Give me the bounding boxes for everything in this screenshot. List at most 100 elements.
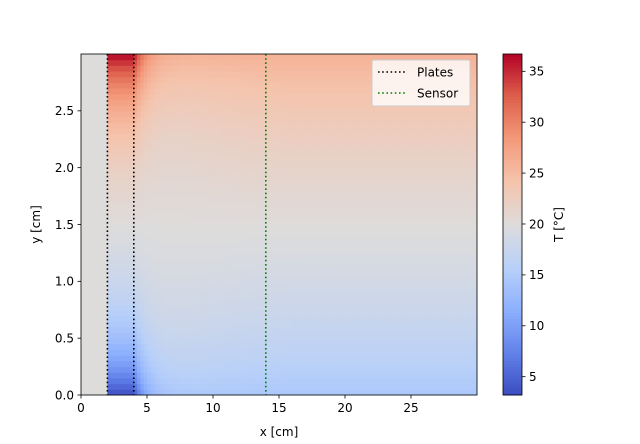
heatmap-cell bbox=[120, 383, 125, 390]
heatmap-cell bbox=[203, 372, 207, 379]
heatmap-cell bbox=[321, 343, 326, 351]
heatmap-cell bbox=[305, 360, 310, 368]
heatmap-cell bbox=[295, 167, 300, 174]
heatmap-cell bbox=[226, 173, 230, 180]
heatmap-cell bbox=[255, 173, 260, 180]
heatmap-cell bbox=[133, 167, 138, 174]
heatmap-cell bbox=[292, 377, 296, 385]
heatmap-cell bbox=[341, 360, 346, 368]
heatmap-cell bbox=[246, 218, 250, 225]
heatmap-cell bbox=[94, 218, 98, 225]
heatmap-cell bbox=[269, 161, 273, 169]
heatmap-cell bbox=[84, 184, 89, 191]
heatmap-cell bbox=[213, 201, 217, 208]
heatmap-cell bbox=[160, 304, 164, 311]
heatmap-cell bbox=[104, 349, 108, 356]
heatmap-cell bbox=[87, 372, 92, 379]
heatmap-cell bbox=[127, 150, 131, 157]
heatmap-cell bbox=[345, 122, 349, 129]
heatmap-cell bbox=[199, 133, 204, 140]
heatmap-cell bbox=[199, 54, 204, 61]
heatmap-cell bbox=[341, 65, 346, 72]
heatmap-cell bbox=[170, 377, 174, 385]
heatmap-cell bbox=[170, 54, 174, 61]
heatmap-cell bbox=[226, 349, 230, 356]
heatmap-cell bbox=[107, 326, 112, 333]
heatmap-cell bbox=[107, 54, 112, 61]
heatmap-cell bbox=[275, 201, 280, 208]
heatmap-cell bbox=[84, 167, 89, 174]
heatmap-cell bbox=[216, 144, 221, 152]
heatmap-cell bbox=[282, 241, 287, 248]
heatmap-cell bbox=[196, 315, 201, 322]
heatmap-cell bbox=[186, 144, 191, 152]
heatmap-cell bbox=[120, 122, 125, 129]
heatmap-cell bbox=[315, 139, 320, 146]
heatmap-cell bbox=[163, 93, 168, 100]
heatmap-cell bbox=[123, 144, 128, 152]
heatmap-cell bbox=[199, 287, 204, 294]
heatmap-cell bbox=[137, 309, 141, 316]
heatmap-cell bbox=[298, 190, 303, 197]
heatmap-cell bbox=[229, 247, 234, 254]
heatmap-cell bbox=[186, 304, 191, 311]
heatmap-cell bbox=[150, 349, 155, 356]
heatmap-cell bbox=[338, 218, 343, 225]
heatmap-cell bbox=[272, 258, 277, 265]
heatmap-cell bbox=[219, 252, 224, 260]
heatmap-cell bbox=[348, 326, 353, 333]
heatmap-cell bbox=[305, 241, 310, 248]
heatmap-cell bbox=[279, 360, 283, 368]
heatmap-cell bbox=[328, 235, 333, 243]
heatmap-cell bbox=[279, 332, 283, 339]
heatmap-cell bbox=[209, 275, 214, 282]
heatmap-cell bbox=[117, 298, 122, 305]
heatmap-cell bbox=[229, 275, 234, 282]
heatmap-cell bbox=[183, 332, 188, 339]
heatmap-cell bbox=[117, 383, 122, 390]
heatmap-cell bbox=[163, 269, 168, 277]
heatmap-cell bbox=[298, 201, 303, 208]
heatmap-cell bbox=[147, 127, 151, 135]
heatmap-cell bbox=[137, 281, 141, 288]
heatmap-cell bbox=[100, 258, 105, 265]
heatmap-cell bbox=[292, 230, 296, 237]
heatmap-cell bbox=[160, 207, 164, 214]
heatmap-cell bbox=[87, 71, 92, 78]
heatmap-cell bbox=[292, 315, 296, 322]
heatmap-cell bbox=[222, 252, 227, 260]
heatmap-cell bbox=[331, 218, 336, 225]
heatmap-cell bbox=[173, 218, 178, 225]
heatmap-cell bbox=[285, 93, 290, 100]
heatmap-cell bbox=[143, 184, 148, 191]
heatmap-cell bbox=[252, 207, 257, 214]
heatmap-cell bbox=[318, 372, 323, 379]
heatmap-cell bbox=[321, 338, 326, 345]
heatmap-cell bbox=[183, 275, 188, 282]
heatmap-cell bbox=[288, 150, 293, 157]
heatmap-cell bbox=[206, 326, 211, 333]
heatmap-cell bbox=[302, 343, 306, 351]
heatmap-cell bbox=[196, 54, 201, 61]
heatmap-cell bbox=[209, 332, 214, 339]
heatmap-cell bbox=[341, 207, 346, 214]
heatmap-cell bbox=[246, 332, 250, 339]
heatmap-cell bbox=[285, 304, 290, 311]
heatmap-cell bbox=[130, 230, 135, 237]
heatmap-cell bbox=[186, 150, 191, 157]
heatmap-cell bbox=[226, 355, 230, 362]
heatmap-cell bbox=[345, 127, 349, 135]
heatmap-cell bbox=[123, 355, 128, 362]
heatmap-cell bbox=[239, 184, 244, 191]
heatmap-cell bbox=[176, 150, 181, 157]
heatmap-cell bbox=[335, 173, 339, 180]
heatmap-cell bbox=[100, 71, 105, 78]
heatmap-cell bbox=[246, 298, 250, 305]
heatmap-cell bbox=[137, 349, 141, 356]
heatmap-cell bbox=[272, 298, 277, 305]
heatmap-cell bbox=[269, 264, 273, 271]
heatmap-cell bbox=[305, 190, 310, 197]
heatmap-cell bbox=[305, 179, 310, 186]
heatmap-cell bbox=[189, 321, 194, 328]
heatmap-cell bbox=[84, 76, 89, 83]
